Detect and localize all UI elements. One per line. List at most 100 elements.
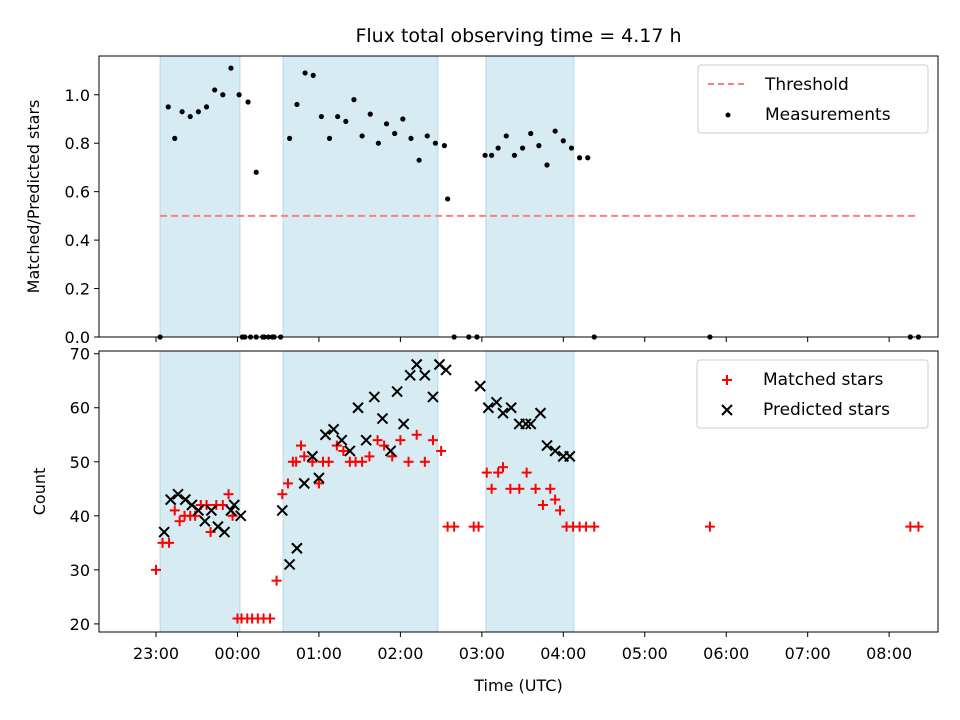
- legend-measurements-label: Measurements: [765, 105, 891, 125]
- x-b: [212, 520, 224, 533]
- x-b: [298, 477, 310, 490]
- x-b: [199, 515, 211, 527]
- measurement-point: [343, 118, 349, 125]
- top-ytick-label: 0.8: [65, 134, 90, 153]
- matched-star-point: [427, 435, 438, 446]
- measurement-point: [335, 113, 341, 120]
- top-shade-1: [159, 55, 241, 338]
- top-y-ticks: 0.0 0.2 0.4 0.6 0.8 1.0: [65, 86, 99, 347]
- matched-star-point: [395, 435, 406, 446]
- x-b: [525, 418, 537, 430]
- x-b: [541, 439, 553, 452]
- measurement-point: [287, 135, 293, 141]
- measurement-point: [568, 145, 575, 151]
- measurement-point: [482, 152, 488, 158]
- predicted-star-point: [419, 369, 431, 382]
- predicted-star-point: [520, 418, 532, 430]
- legend-x-marker: [721, 404, 733, 416]
- top-shade-2: [282, 55, 439, 338]
- matched-star-point: [331, 440, 342, 451]
- predicted-star-point: [360, 434, 372, 446]
- x-b: [164, 493, 177, 506]
- matched-star-point: [364, 451, 375, 462]
- measurement-point: [203, 104, 210, 110]
- xtick-label: 01:00: [296, 644, 342, 663]
- bottom-y-ticks: 20 30 40 50 60 70: [70, 345, 99, 634]
- x-b: [490, 396, 503, 409]
- x-b: [172, 488, 184, 500]
- matched-star-point: [521, 467, 532, 478]
- measurement-point: [383, 121, 390, 127]
- x-b: [721, 404, 733, 416]
- x-b: [368, 391, 381, 403]
- measurement-point: [392, 130, 398, 137]
- measurement-point: [212, 87, 218, 93]
- predicted-star-point: [158, 526, 170, 538]
- top-x-ticks: [155, 337, 890, 342]
- measurement-point: [367, 111, 373, 117]
- x-b: [291, 542, 303, 554]
- measurement-point: [441, 143, 447, 149]
- predicted-star-point: [344, 445, 356, 457]
- matched-star-point: [473, 521, 484, 532]
- measurement-point: [302, 70, 308, 76]
- bottom-y-axis-label: Count: [30, 468, 49, 516]
- top-ytick-label: 0.0: [65, 328, 90, 347]
- legend-matched-label: Matched stars: [763, 370, 883, 390]
- predicted-star-point: [192, 504, 205, 517]
- predicted-star-point: [440, 364, 452, 376]
- xtick-label: 06:00: [703, 644, 749, 663]
- x-b: [360, 434, 372, 446]
- predicted-star-point: [541, 439, 553, 452]
- top-ytick-label: 0.2: [65, 280, 90, 299]
- x-b: [344, 445, 356, 457]
- predicted-star-point: [336, 434, 348, 446]
- matched-star-point: [419, 456, 430, 467]
- predicted-star-point: [327, 423, 340, 436]
- x-b: [327, 423, 340, 436]
- matched-star-point: [411, 429, 422, 440]
- matched-star-point: [338, 445, 349, 456]
- matched-star-point: [217, 500, 228, 511]
- x-b: [433, 358, 446, 371]
- matched-star-point: [271, 575, 282, 586]
- matched-star-point: [169, 505, 180, 516]
- x-b: [235, 510, 247, 522]
- xtick-label: 04:00: [540, 644, 586, 663]
- matched-star-point: [151, 564, 162, 575]
- measurement-point: [253, 169, 259, 175]
- x-b: [158, 526, 170, 538]
- x-b: [313, 472, 325, 484]
- measurement-point: [503, 133, 509, 139]
- measurement-point: [172, 135, 178, 141]
- bottom-x-axis-label: Time (UTC): [473, 676, 562, 695]
- predicted-star-point: [474, 380, 486, 392]
- predicted-star-point: [490, 396, 503, 409]
- top-plot-frame: [98, 55, 939, 338]
- matched-star-point: [403, 456, 414, 467]
- x-b: [384, 445, 397, 457]
- legend-plus-marker: [722, 375, 732, 385]
- bottom-ytick-label: 60: [70, 399, 90, 418]
- matched-star-point: [379, 440, 390, 451]
- predicted-star-point: [410, 358, 423, 371]
- bottom-x-ticks: 23:00 00:00 01:00 02:00 03:00 04:00 05:00 06:00…: [133, 632, 912, 663]
- measurement-point: [585, 155, 591, 161]
- xtick-label: 05:00: [622, 644, 668, 663]
- matched-star-point: [282, 478, 293, 489]
- x-b: [505, 402, 517, 414]
- predicted-star-point: [391, 385, 403, 398]
- x-b: [218, 526, 231, 538]
- measurement-point: [416, 157, 422, 163]
- matched-star-point: [223, 489, 234, 500]
- measurement-point: [245, 99, 251, 105]
- xtick-label: 08:00: [866, 644, 912, 663]
- top-shaded-regions: [159, 55, 575, 338]
- matched-star-point: [307, 456, 318, 467]
- measurement-point: [424, 133, 430, 139]
- x-b: [564, 450, 576, 463]
- measurement-point: [179, 109, 185, 115]
- x-b: [534, 407, 547, 419]
- matched-star-point: [291, 456, 302, 467]
